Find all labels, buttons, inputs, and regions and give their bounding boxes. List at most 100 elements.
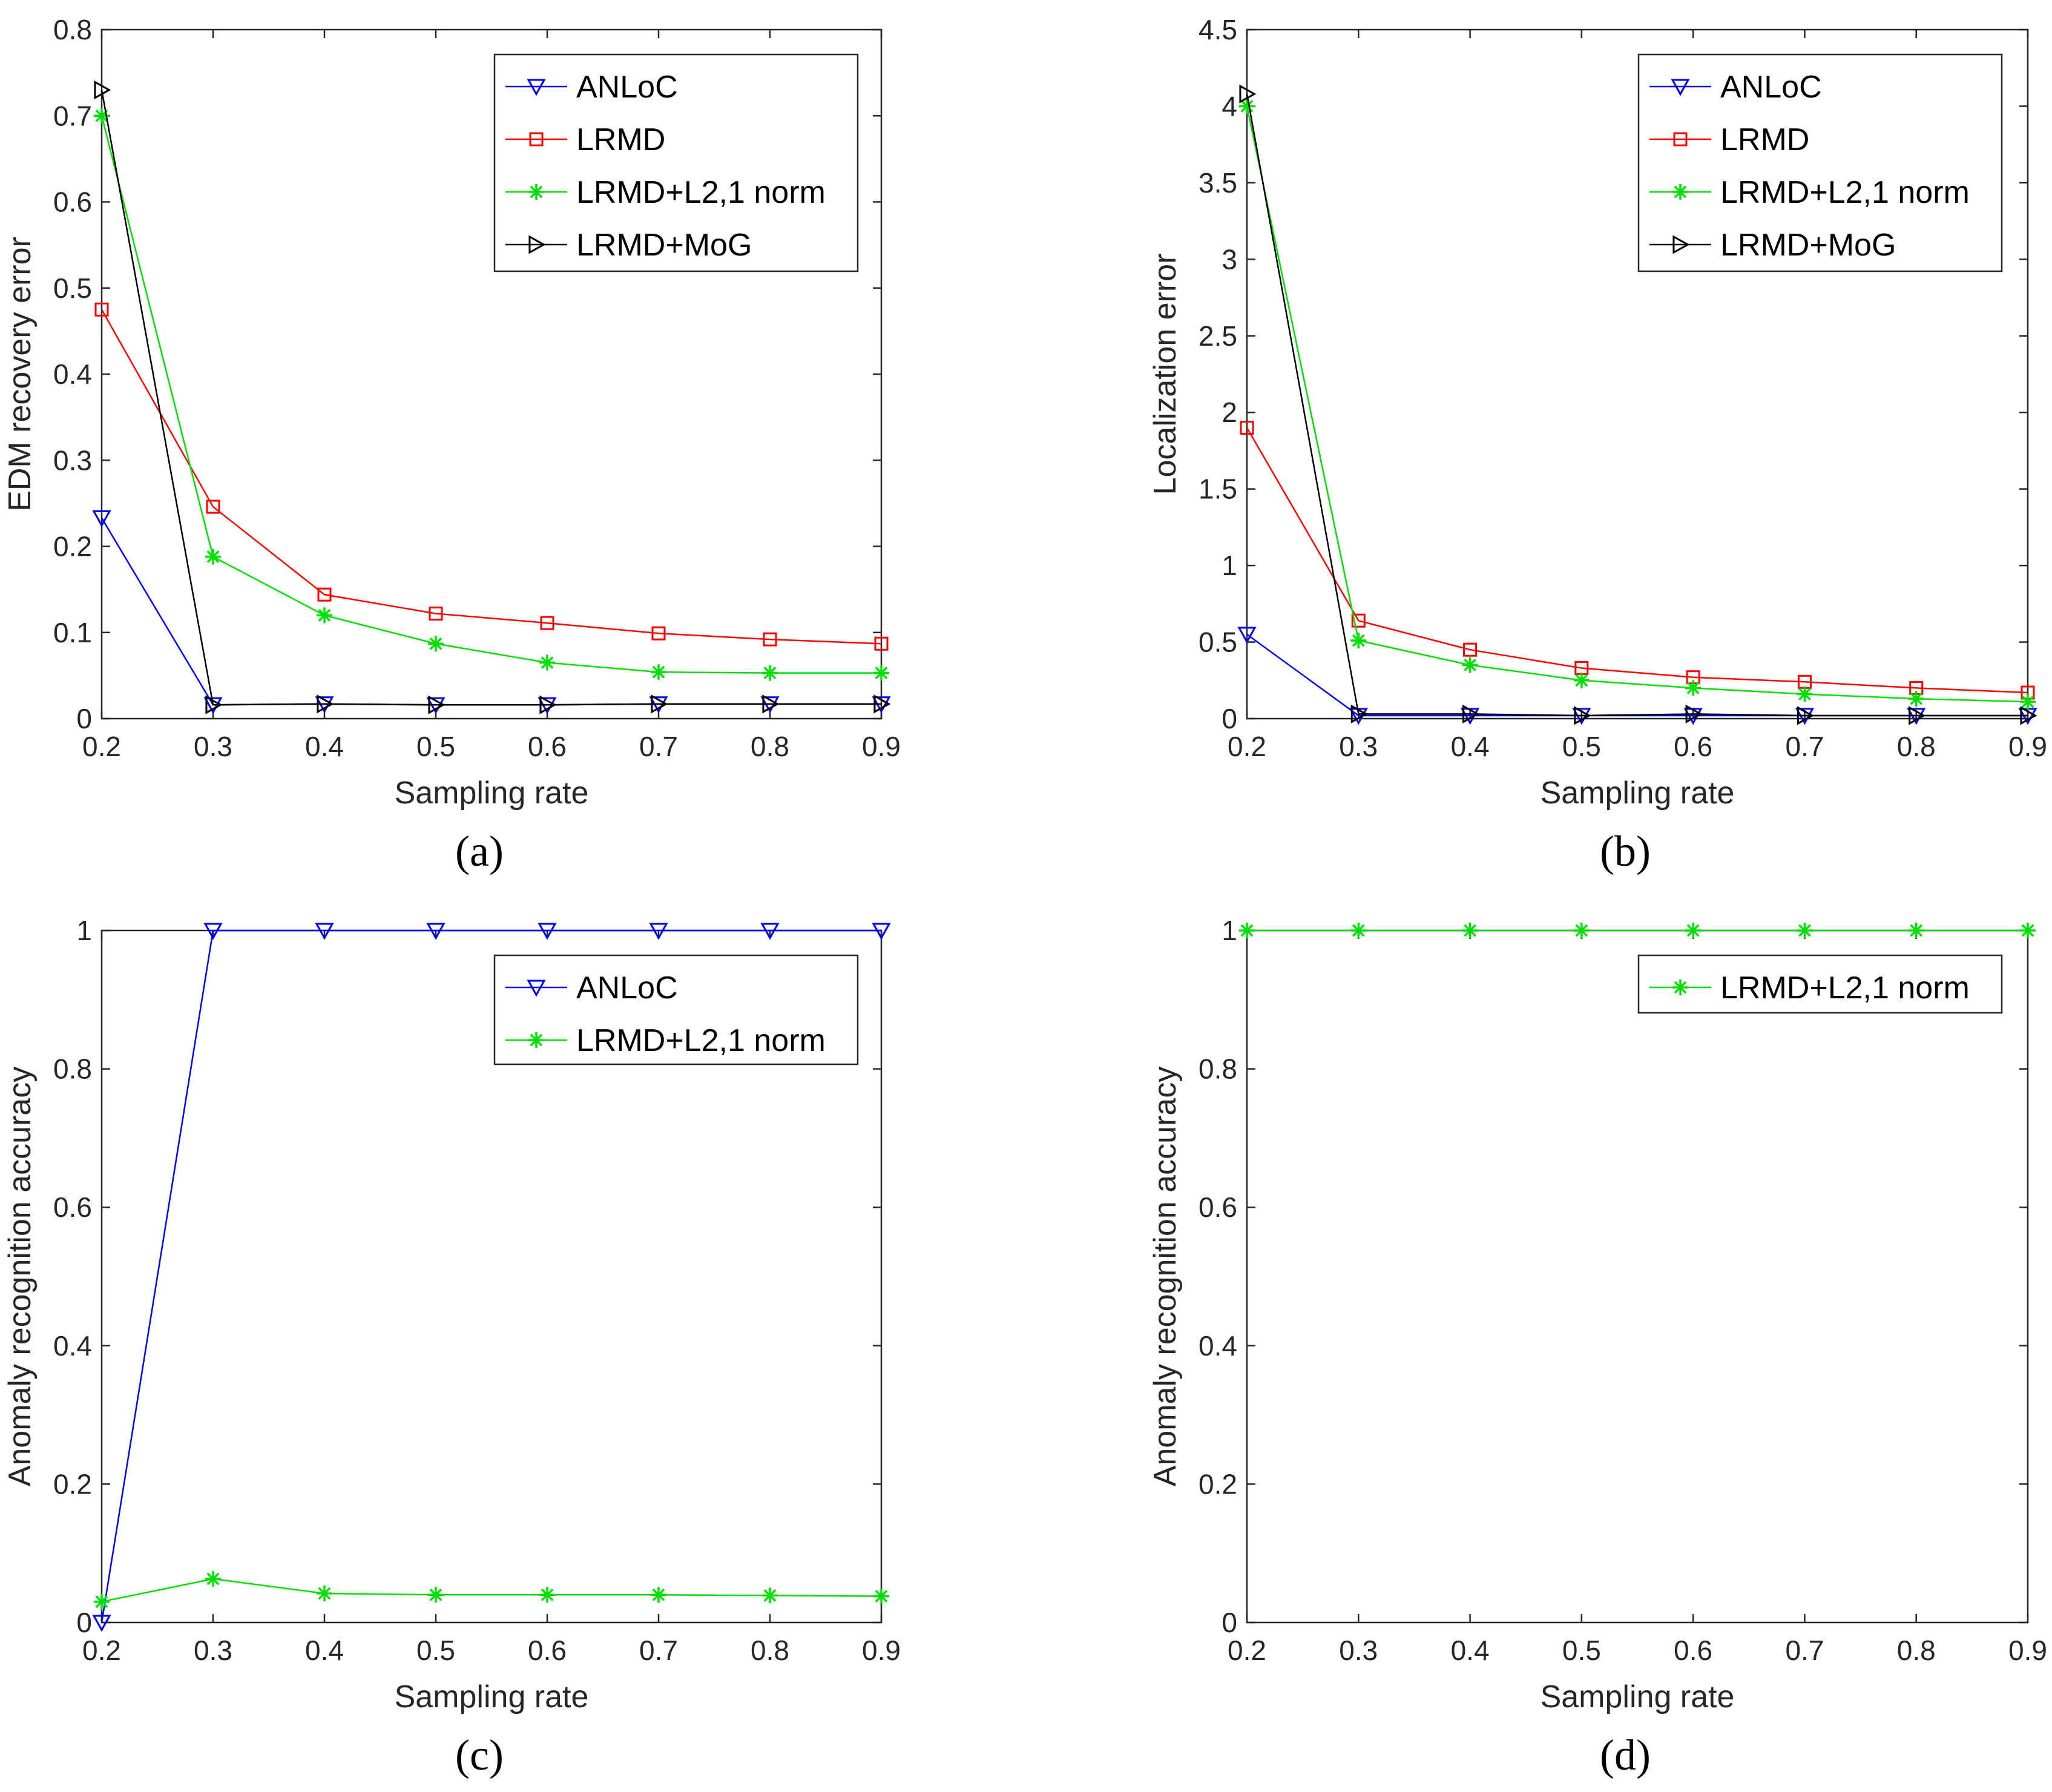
series-lrmd-l2-1-norm [94, 108, 889, 681]
series-anloc [92, 923, 891, 1632]
x-tick-label: 0.4 [305, 731, 344, 762]
x-tick-label: 0.8 [751, 1635, 789, 1666]
y-tick-label: 4 [1222, 90, 1237, 122]
legend-marker [527, 79, 546, 96]
y-tick-label: 0.8 [1199, 1053, 1237, 1085]
y-axis-label: Localization error [1148, 254, 1183, 495]
legend-marker [528, 235, 546, 254]
legend-box [493, 53, 859, 272]
data-point [762, 694, 780, 714]
legend-box [1637, 954, 2003, 1014]
x-tick-label: 0.5 [1562, 731, 1601, 762]
series-line [1246, 427, 2028, 694]
data-point [429, 606, 443, 621]
y-tick-label: 2 [1222, 397, 1237, 428]
y-tick-label: 0.5 [1199, 627, 1237, 658]
legend-box [493, 954, 859, 1066]
data-point [651, 694, 668, 714]
data-point [872, 923, 891, 940]
y-tick-label: 1 [1222, 915, 1237, 946]
legend-label: LRMD+L2,1 norm [576, 175, 826, 210]
chart-panel-c: 0.2 0.3 0.4 0.5 0.6 0.7 0.8 0.900.20.40.60.81Sa… [2, 915, 901, 1779]
data-point [873, 694, 891, 714]
panel-caption: (b) [1600, 827, 1651, 875]
data-point [428, 1587, 444, 1603]
chart-panel-b: 0.2 0.3 0.4 0.5 0.6 0.7 0.8 0.9 0 0.5 1 1.5 2 2.5 3 3.5… [1148, 14, 2047, 875]
x-tick-label: 0.2 [82, 731, 121, 762]
data-point [317, 607, 332, 624]
y-tick-label: 2.5 [1199, 320, 1237, 352]
data-point [317, 587, 332, 602]
x-axis-label: Sampling rate [395, 776, 589, 811]
x-tick-label: 0.4 [1451, 731, 1490, 762]
y-tick-label: 0.4 [53, 1330, 92, 1362]
x-tick-label: 0.8 [1897, 731, 1936, 762]
data-point [1685, 923, 1702, 938]
legend-item-lrmd-l2-1-norm: LRMD+L2,1 norm [1649, 175, 1970, 210]
legend-marker [1672, 184, 1688, 200]
legend-item-lrmd-l2-1-norm: LRMD+L2,1 norm [505, 175, 826, 210]
legend-item-anloc: ANLoC [1649, 70, 1822, 105]
y-tick-label: 0.8 [53, 1053, 92, 1085]
data-point [1237, 627, 1257, 644]
data-point [428, 695, 446, 714]
data-point [1908, 691, 1924, 707]
legend-marker [1673, 132, 1688, 147]
legend-marker [1672, 980, 1688, 995]
x-tick-label: 0.8 [751, 731, 789, 762]
x-axis-label: Sampling rate [1541, 1679, 1735, 1715]
legend-marker [1671, 79, 1690, 96]
data-point [873, 665, 889, 681]
legend-label: LRMD+L2,1 norm [576, 1023, 826, 1058]
data-point [538, 923, 557, 940]
x-tick-label: 0.9 [2008, 1635, 2047, 1666]
data-point [1797, 706, 1814, 725]
x-tick-label: 0.6 [528, 1635, 567, 1666]
data-point [1350, 633, 1367, 649]
data-point [426, 923, 446, 940]
x-axis-label: Sampling rate [1541, 776, 1735, 811]
y-tick-label: 1 [1222, 550, 1237, 581]
data-point [874, 636, 889, 651]
data-point [92, 1615, 111, 1632]
chart-panel-a: 0.2 0.3 0.4 0.5 0.6 0.7 0.8 0.9 0 0.1 0.2 0.3 0.4 0.5… [2, 14, 901, 875]
y-tick-label: 0 [1222, 703, 1237, 734]
x-tick-label: 0.3 [1339, 731, 1378, 762]
data-point [94, 81, 111, 100]
data-point [762, 1587, 778, 1604]
panel-caption: (c) [455, 1731, 504, 1779]
data-point [428, 636, 444, 652]
legend-label: LRMD [1720, 122, 1809, 157]
legend-label: LRMD+MoG [1720, 228, 1896, 263]
data-point [1685, 680, 1702, 696]
legend-label: LRMD+MoG [576, 228, 752, 263]
x-tick-label: 0.3 [194, 731, 232, 762]
data-point [1909, 706, 1926, 725]
data-point [203, 923, 223, 940]
data-point [1240, 421, 1254, 435]
y-tick-label: 3.5 [1199, 167, 1237, 199]
legend-item-lrmd-l2-1-norm: LRMD+L2,1 norm [505, 1023, 826, 1058]
x-tick-label: 0.4 [1451, 1635, 1490, 1666]
legend-item-anloc: ANLoC [505, 70, 678, 105]
x-tick-label: 0.6 [528, 731, 567, 762]
data-point [1462, 923, 1478, 938]
x-tick-label: 0.9 [862, 1635, 901, 1666]
x-axis-label: Sampling rate [395, 1679, 589, 1715]
series-line [101, 1578, 882, 1603]
data-point [317, 1585, 332, 1601]
data-point [651, 664, 666, 680]
y-tick-label: 0.6 [53, 1191, 92, 1223]
legend-marker [528, 1032, 544, 1048]
data-point [2020, 706, 2037, 725]
data-point [1462, 657, 1478, 673]
data-point [317, 694, 334, 714]
legend-marker [529, 132, 544, 147]
data-point [651, 1587, 666, 1603]
legend: ANLoC LRMD LRMD+L2,1 norm LRMD+MoG [1637, 53, 2003, 272]
data-point [539, 1587, 555, 1603]
data-point [1350, 704, 1368, 723]
y-tick-label: 0.6 [1199, 1191, 1237, 1223]
x-tick-label: 0.2 [1228, 1635, 1266, 1666]
